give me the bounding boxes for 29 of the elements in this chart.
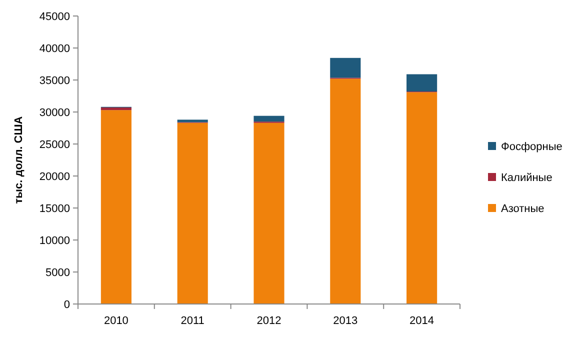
bar — [330, 78, 361, 304]
bar — [406, 74, 438, 92]
bar — [100, 110, 132, 304]
y-tick-label: 45000 — [39, 10, 70, 23]
bar — [177, 122, 208, 304]
y-tick-label: 40000 — [39, 42, 70, 55]
y-axis-title: тыс. долл. США — [13, 116, 25, 204]
y-tick-label: 25000 — [39, 138, 70, 151]
bar — [254, 122, 284, 304]
x-tick-label: 2010 — [104, 315, 128, 327]
y-tick-label: 20000 — [39, 170, 70, 183]
y-tick-label: 10000 — [39, 234, 70, 247]
y-tick-label: 15000 — [39, 202, 70, 215]
bar — [330, 58, 361, 78]
y-tick-label: 35000 — [39, 74, 70, 87]
x-tick-label: 2011 — [180, 315, 204, 327]
legend-label: Калийные — [501, 172, 552, 184]
y-tick-label: 5000 — [46, 266, 70, 279]
x-tick-label: 2012 — [256, 315, 282, 327]
bar — [177, 120, 208, 122]
y-tick-label: 0 — [64, 298, 70, 311]
x-tick-label: 2014 — [410, 315, 434, 327]
bar — [254, 116, 284, 122]
legend-label: Фосфорные — [501, 140, 562, 153]
bar — [406, 92, 438, 304]
y-tick-label: 30000 — [39, 106, 70, 119]
bar — [100, 108, 132, 110]
x-tick-label: 2013 — [333, 315, 358, 327]
legend-label: Азотные — [501, 202, 544, 215]
